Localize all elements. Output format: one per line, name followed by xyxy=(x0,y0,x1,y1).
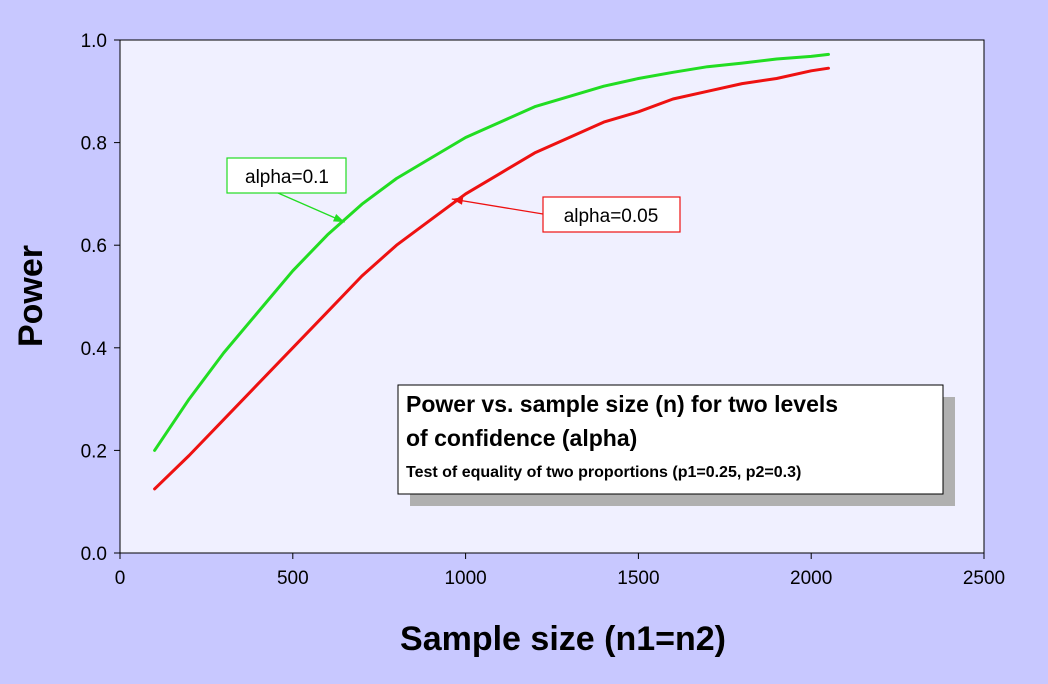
y-axis: 0.0 0.2 0.4 0.6 0.8 1.0 xyxy=(81,31,120,565)
x-tick-label: 2500 xyxy=(963,568,1005,589)
annotation-box xyxy=(226,157,347,194)
y-tick-label: 0.6 xyxy=(81,236,107,257)
annotation-arrow-line xyxy=(277,192,345,223)
annotation-box xyxy=(542,196,681,233)
y-axis-title: Power xyxy=(12,245,50,347)
series-layer xyxy=(153,52,830,491)
y-tick-label: 0.8 xyxy=(81,134,107,155)
annotation-arrow-head xyxy=(451,196,464,205)
annotation-label: alpha=0.1 xyxy=(245,167,329,188)
x-tick-label: 1500 xyxy=(617,568,659,589)
x-tick-label: 2000 xyxy=(790,568,832,589)
x-tick-label: 1000 xyxy=(444,568,486,589)
annotation-label: alpha=0.05 xyxy=(564,206,659,227)
x-axis: 0 500 1000 1500 2000 2500 xyxy=(115,553,1005,589)
y-tick-label: 1.0 xyxy=(81,31,107,52)
y-tick-label: 0.0 xyxy=(81,544,107,565)
annotation-alpha-0.1: alpha=0.1 xyxy=(226,157,347,223)
note-title-line-1: Power vs. sample size (n) for two levels xyxy=(406,391,838,417)
x-tick-label: 0 xyxy=(115,568,126,589)
note-subtitle: Test of equality of two proportions (p1=… xyxy=(406,464,801,481)
note-box xyxy=(397,384,944,495)
series-line-alpha-0.1 xyxy=(153,52,830,452)
y-tick-label: 0.4 xyxy=(81,339,108,360)
annotation-arrow-head xyxy=(332,214,345,223)
series-line-alpha-0.05 xyxy=(153,66,830,491)
note-title-line-2: of confidence (alpha) xyxy=(406,425,637,451)
x-axis-title: Sample size (n1=n2) xyxy=(400,620,726,658)
annotation-arrow-line xyxy=(451,198,544,215)
y-tick-label: 0.2 xyxy=(81,441,107,462)
chart-note: Power vs. sample size (n) for two levels… xyxy=(397,384,955,506)
x-tick-label: 500 xyxy=(277,568,309,589)
annotation-alpha-0.05: alpha=0.05 xyxy=(451,196,681,233)
